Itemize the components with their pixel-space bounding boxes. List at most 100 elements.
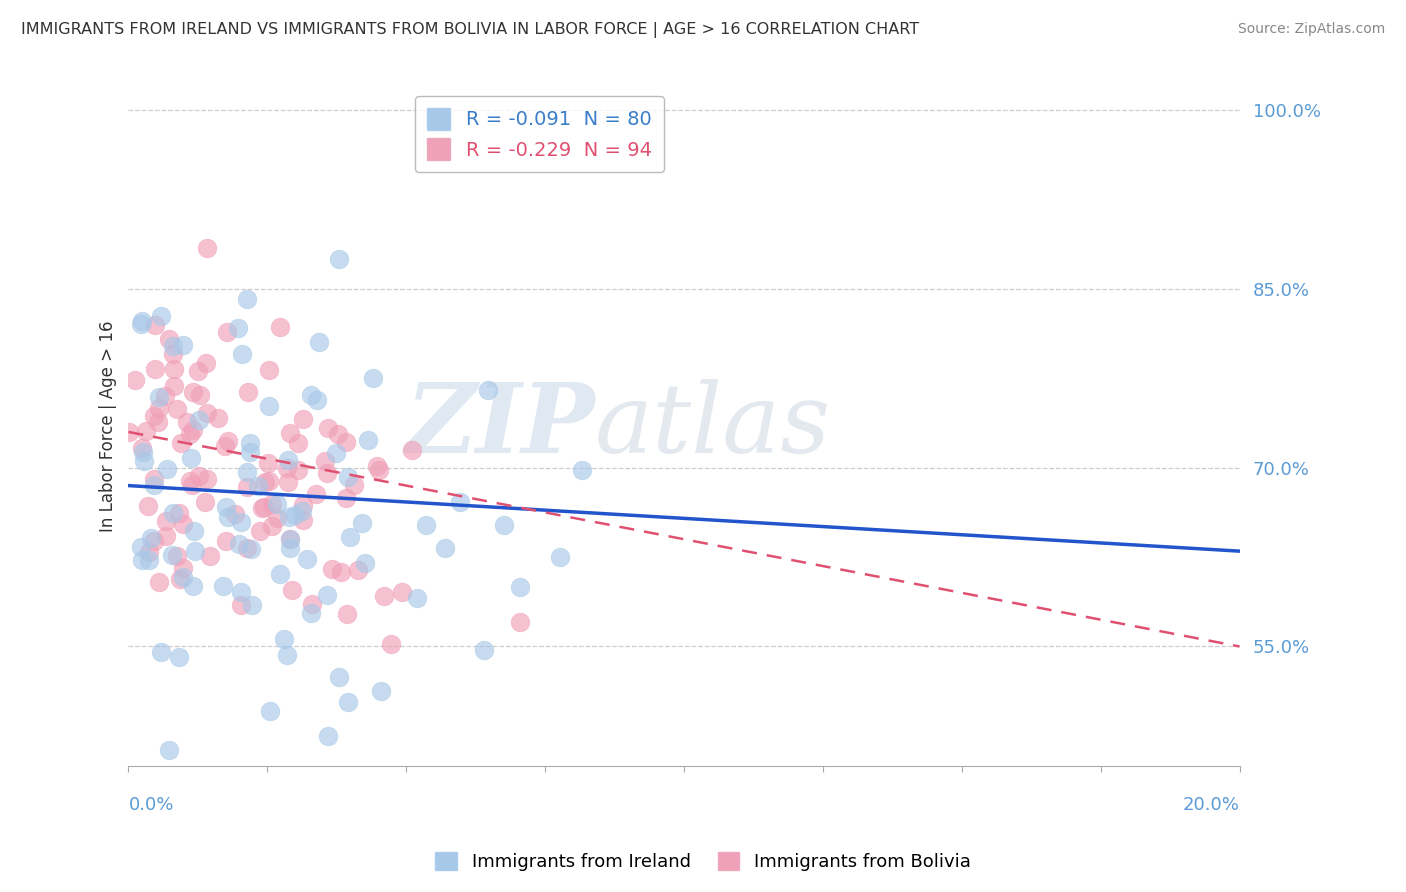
Point (187, 413, 209, 427)
Point (494, 518, 516, 533)
Point (239, 445, 262, 459)
Point (172, 561, 194, 575)
Point (571, 463, 593, 477)
Point (166, 549, 188, 563)
Point (180, 451, 202, 466)
Point (266, 511, 288, 525)
Point (259, 474, 281, 488)
Point (246, 479, 269, 493)
Point (195, 356, 218, 370)
Point (138, 552, 160, 566)
Point (273, 632, 295, 647)
Point (326, 427, 349, 442)
Point (228, 537, 250, 551)
Point (366, 458, 388, 473)
Point (163, 378, 186, 392)
Point (207, 410, 229, 425)
Point (153, 389, 176, 403)
Point (195, 406, 218, 420)
Point (166, 402, 188, 417)
Point (276, 460, 298, 475)
Point (373, 589, 395, 603)
Point (179, 426, 201, 441)
Point (262, 497, 284, 511)
Point (269, 567, 291, 582)
Point (474, 643, 496, 657)
Point (308, 334, 330, 349)
Point (118, 425, 141, 439)
Point (339, 530, 361, 544)
Point (155, 529, 177, 543)
Point (401, 443, 423, 458)
Point (235, 292, 257, 306)
Point (143, 409, 166, 424)
Point (316, 421, 339, 435)
Point (181, 423, 204, 437)
Point (509, 580, 531, 594)
Point (391, 585, 413, 599)
Point (239, 541, 262, 556)
Point (260, 519, 283, 533)
Point (162, 339, 184, 353)
Point (287, 463, 309, 477)
Point (291, 513, 314, 527)
Point (240, 598, 263, 612)
Point (433, 541, 456, 555)
Point (278, 510, 301, 524)
Point (157, 332, 180, 346)
Point (131, 445, 153, 459)
Point (136, 499, 159, 513)
Point (301, 597, 323, 611)
Point (284, 508, 307, 523)
Text: 20.0%: 20.0% (1182, 797, 1240, 814)
Point (253, 500, 276, 514)
Point (184, 543, 207, 558)
Point (347, 563, 370, 577)
Point (269, 320, 291, 334)
Point (295, 552, 318, 566)
Point (143, 362, 166, 376)
Point (146, 416, 169, 430)
Point (176, 415, 198, 429)
Text: atlas: atlas (595, 379, 831, 473)
Point (148, 575, 170, 590)
Point (509, 615, 531, 629)
Point (450, 494, 472, 508)
Point (211, 579, 233, 593)
Point (155, 514, 177, 528)
Point (129, 540, 152, 554)
Point (215, 325, 238, 339)
Point (277, 475, 299, 489)
Text: IMMIGRANTS FROM IRELAND VS IMMIGRANTS FROM BOLIVIA IN LABOR FORCE | AGE > 16 COR: IMMIGRANTS FROM IRELAND VS IMMIGRANTS FR… (21, 22, 920, 38)
Point (231, 347, 253, 361)
Point (143, 478, 166, 492)
Point (335, 491, 357, 505)
Point (328, 252, 350, 266)
Point (142, 533, 165, 548)
Point (172, 338, 194, 352)
Point (160, 548, 183, 562)
Point (321, 562, 343, 576)
Point (214, 439, 236, 453)
Point (328, 670, 350, 684)
Point (281, 583, 304, 598)
Point (335, 434, 357, 449)
Point (181, 578, 204, 592)
Point (236, 480, 259, 494)
Legend: R = -0.091  N = 80, R = -0.229  N = 94: R = -0.091 N = 80, R = -0.229 N = 94 (415, 96, 664, 172)
Point (236, 385, 259, 400)
Point (325, 445, 347, 459)
Point (361, 371, 384, 385)
Point (131, 314, 153, 328)
Point (198, 549, 221, 564)
Point (239, 436, 262, 450)
Point (194, 495, 217, 509)
Point (162, 506, 184, 520)
Point (256, 456, 278, 470)
Point (350, 516, 373, 531)
Point (148, 390, 170, 404)
Point (415, 518, 437, 533)
Point (277, 452, 299, 467)
Point (259, 704, 281, 718)
Point (163, 362, 186, 376)
